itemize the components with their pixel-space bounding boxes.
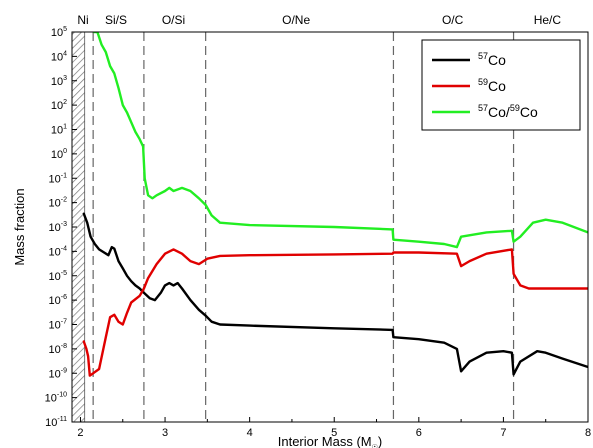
y-tick-label: 10-1 [49,172,68,185]
zone-label: O/C [442,13,464,27]
zone-label: O/Ne [282,13,310,27]
y-tick-label: 10-6 [49,294,68,307]
y-tick-label: 102 [51,99,67,112]
y-tick-label: 10-9 [49,367,68,380]
y-tick-label: 10-5 [49,270,68,283]
y-tick-label: 10-10 [45,392,67,405]
x-tick-label: 4 [247,427,253,439]
y-tick-label: 101 [51,124,67,137]
legend-label: 59Co [478,77,506,94]
x-tick-label: 8 [585,427,591,439]
series-line-2 [92,32,588,249]
series-lines [82,32,588,377]
y-tick-label: 10-11 [45,416,67,429]
x-axis-title: Interior Mass (M☉) [278,434,383,448]
legend-label: 57Co/59Co [478,103,538,120]
zone-label: O/Si [162,13,185,27]
y-tick-label: 103 [51,75,67,88]
y-tick-label: 105 [51,26,67,39]
y-tick-label: 104 [51,50,67,63]
x-tick-label: 3 [162,427,168,439]
zone-label: Si/S [105,13,127,27]
legend-label: 57Co [478,51,506,68]
y-axis-title: Mass fraction [12,188,27,265]
zone-label: He/C [534,13,562,27]
x-tick-label: 5 [331,427,337,439]
y-tick-label: 10-7 [49,319,68,332]
series-line-0 [82,212,588,376]
series-line-1 [82,248,588,377]
x-tick-label: 2 [77,427,83,439]
y-tick-label: 10-2 [49,197,68,210]
zone-label: Ni [77,13,88,27]
zone-labels: Ni Si/S O/Si O/Ne O/C He/C [77,13,561,27]
y-tick-label: 10-8 [49,343,68,356]
x-tick-label: 7 [500,427,506,439]
y-tick-label: 10-4 [49,245,68,258]
y-tick-label: 10-3 [49,221,68,234]
y-tick-label: 100 [51,148,67,161]
y-axis-ticks: 105 104 103 102 101 100 10-1 10-2 10-3 10-4 10-5 10… [45,26,77,429]
x-tick-label: 6 [416,427,422,439]
x-axis-ticks: 2 3 4 5 6 7 8 [77,417,591,439]
legend: 57Co 59Co 57Co/59Co [421,39,581,131]
